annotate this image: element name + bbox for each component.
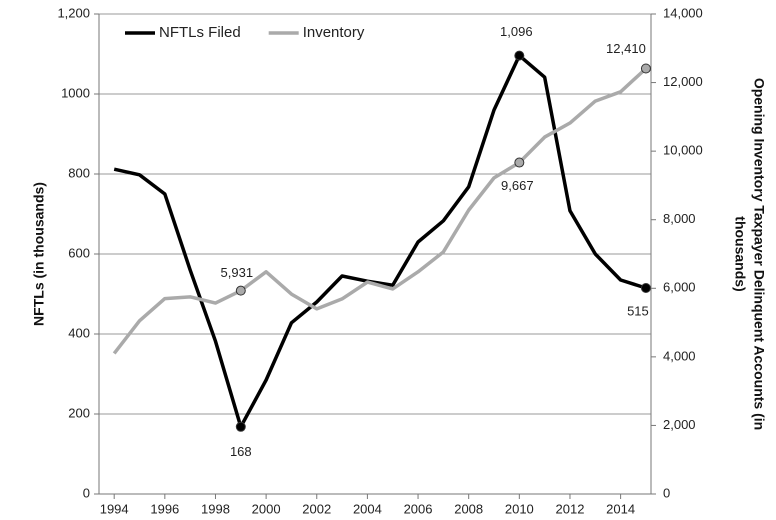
legend-label: NFTLs Filed — [159, 24, 241, 41]
y2-tick-label: 6,000 — [663, 280, 696, 295]
y2-axis-title-line: Opening Inventory Taxpayer Delinquent Ac… — [751, 78, 767, 430]
point-marker — [514, 50, 525, 61]
x-tick-label: 2002 — [302, 501, 331, 516]
y-tick-label: 0 — [83, 485, 90, 500]
y-tick-label: 600 — [68, 245, 90, 260]
y2-tick-label: 4,000 — [663, 348, 696, 363]
x-tick-label: 2014 — [606, 501, 635, 516]
x-tick-label: 2006 — [404, 501, 433, 516]
data-label: 515 — [627, 303, 649, 318]
x-tick-label: 2010 — [505, 501, 534, 516]
data-label: 12,410 — [606, 41, 646, 56]
x-tick-label: 2008 — [454, 501, 483, 516]
series-line — [113, 53, 647, 429]
y-tick-label: 400 — [68, 325, 90, 340]
y2-tick-label: 8,000 — [663, 211, 696, 226]
y2-tick-label: 2,000 — [663, 417, 696, 432]
y2-tick-label: 12,000 — [663, 74, 703, 89]
data-label: 5,931 — [221, 265, 254, 280]
y2-tick-label: 0 — [663, 485, 670, 500]
data-label: 1,096 — [500, 24, 533, 39]
data-label: 9,667 — [501, 178, 534, 193]
x-tick-label: 2004 — [353, 501, 382, 516]
y-tick-label: 800 — [68, 165, 90, 180]
y2-tick-label: 14,000 — [663, 5, 703, 20]
x-tick-label: 2012 — [556, 501, 585, 516]
x-tick-label: 2000 — [252, 501, 281, 516]
x-tick-label: 1996 — [150, 501, 179, 516]
y-axis-title-text: NFTLs (in thousands) — [31, 182, 47, 326]
y2-tick-label: 10,000 — [663, 143, 703, 158]
y-tick-label: 1000 — [61, 85, 90, 100]
point-marker — [235, 285, 246, 296]
data-label: 168 — [230, 444, 252, 459]
y-tick-label: 1,200 — [57, 5, 90, 20]
point-marker — [640, 63, 651, 74]
x-tick-label: 1994 — [100, 501, 129, 516]
x-tick-label: 1998 — [201, 501, 230, 516]
point-marker — [640, 283, 651, 293]
y2-axis-title-line: thousands) — [732, 216, 748, 291]
series-line — [112, 67, 648, 355]
y2-axis-title: Opening Inventory Taxpayer Delinquent Ac… — [732, 78, 767, 430]
point-marker — [514, 157, 525, 168]
point-marker — [235, 421, 246, 432]
y-axis-title: NFTLs (in thousands) — [31, 182, 47, 326]
y-tick-label: 200 — [68, 405, 90, 420]
legend-label: Inventory — [303, 24, 365, 41]
